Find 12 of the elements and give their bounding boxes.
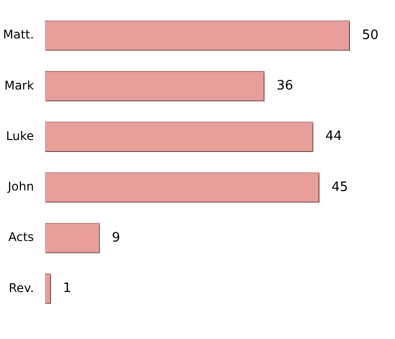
data-label: 9: [112, 230, 120, 246]
data-label: 44: [325, 129, 342, 144]
data-label: 50: [362, 28, 379, 43]
data-label: 36: [276, 78, 294, 94]
y-tick-label: Matt.: [2, 28, 34, 42]
y-tick-label: Luke: [6, 128, 34, 143]
y-tick-label: John: [6, 180, 34, 194]
y-tick-label: Rev.: [8, 280, 34, 295]
y-tick-label: Mark: [4, 78, 34, 92]
data-label: 45: [331, 180, 348, 195]
data-label: 1: [63, 281, 72, 296]
y-tick-label: Acts: [8, 230, 34, 244]
